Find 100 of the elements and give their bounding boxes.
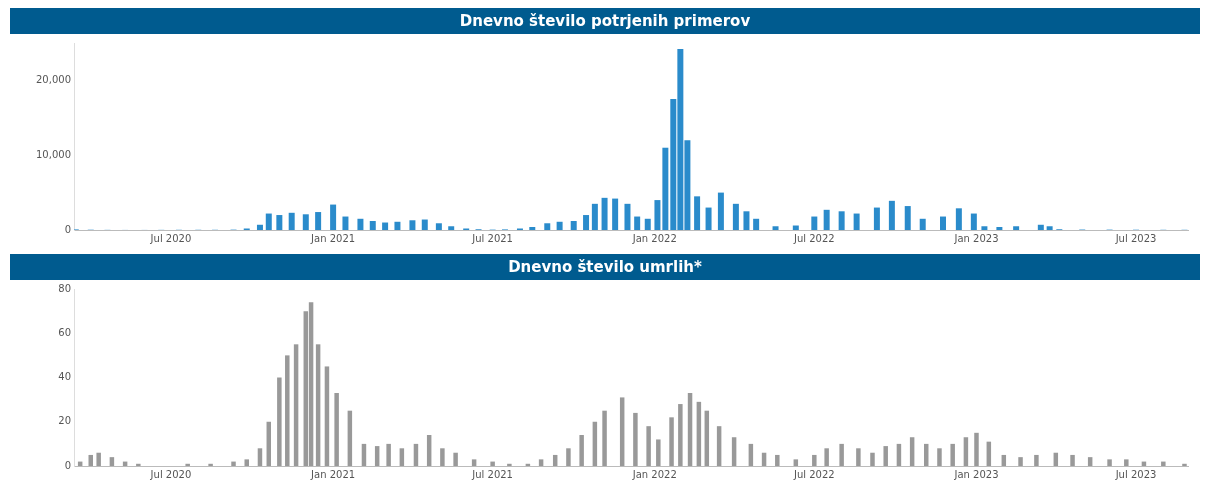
- bar: [208, 463, 213, 466]
- x-tick-label: Jul 2022: [792, 232, 835, 244]
- y-tick-label: 20,000: [36, 73, 71, 85]
- bar: [96, 452, 101, 466]
- bar: [856, 448, 861, 466]
- bar: [136, 463, 141, 466]
- bar: [772, 226, 779, 230]
- bar: [257, 448, 263, 466]
- bar: [399, 448, 405, 466]
- y-tick-label: 0: [64, 223, 71, 235]
- bar: [753, 218, 760, 230]
- bar: [824, 448, 829, 466]
- bar: [88, 454, 93, 466]
- x-tick-label: Jul 2020: [149, 232, 192, 244]
- bar: [624, 203, 631, 230]
- bar: [471, 459, 477, 466]
- y-tick-label: 40: [58, 371, 71, 383]
- bar: [1124, 459, 1129, 466]
- x-tick-label: Jan 2022: [631, 468, 677, 480]
- bar: [315, 212, 322, 230]
- bar: [811, 216, 818, 230]
- bar: [853, 213, 860, 230]
- bar: [963, 437, 969, 466]
- bar: [662, 147, 669, 230]
- y-tick-label: 20: [58, 415, 71, 427]
- x-tick-label: Jul 2021: [471, 232, 513, 244]
- bar: [302, 214, 309, 230]
- bar: [619, 397, 625, 466]
- bar: [1037, 224, 1044, 230]
- bar: [919, 218, 926, 230]
- bar: [812, 454, 817, 466]
- bar: [694, 196, 701, 230]
- x-tick-label: Jan 2021: [310, 232, 356, 244]
- x-tick-label: Jul 2022: [792, 468, 835, 480]
- bar: [612, 198, 619, 230]
- bar: [644, 218, 651, 230]
- bar: [996, 227, 1003, 230]
- bar: [507, 463, 512, 466]
- bar: [678, 404, 683, 466]
- bar: [556, 221, 563, 230]
- bar: [731, 437, 737, 466]
- bar: [357, 218, 364, 230]
- bar: [265, 213, 272, 230]
- bar: [1018, 457, 1023, 466]
- bar: [883, 446, 888, 466]
- bar: [440, 448, 445, 466]
- x-tick-label: Jan 2023: [953, 232, 999, 244]
- bar: [256, 224, 263, 230]
- bar: [277, 377, 282, 466]
- x-tick-label: Jul 2021: [471, 468, 513, 480]
- bar: [646, 426, 651, 466]
- bar: [888, 200, 895, 230]
- bar: [939, 216, 946, 230]
- y-tick-label: 60: [58, 326, 71, 338]
- bar: [909, 437, 915, 466]
- x-tick-label: Jul 2020: [149, 468, 192, 480]
- bar: [634, 216, 641, 230]
- bar: [743, 211, 750, 230]
- bar: [633, 412, 638, 466]
- bar: [970, 213, 977, 230]
- x-tick-label: Jul 2023: [1114, 468, 1157, 480]
- bar: [109, 457, 115, 466]
- bar: [654, 200, 661, 230]
- bar: [244, 459, 249, 466]
- bar: [1046, 226, 1053, 230]
- y-tick-label: 80: [58, 282, 71, 294]
- bar: [1182, 463, 1187, 466]
- x-tick-label: Jan 2023: [953, 468, 999, 480]
- bar: [490, 461, 495, 466]
- bar: [570, 221, 577, 230]
- bar: [669, 417, 674, 466]
- bar: [285, 355, 290, 466]
- bar: [793, 459, 799, 466]
- bar: [601, 197, 608, 230]
- bar: [873, 207, 880, 230]
- bar: [231, 461, 236, 466]
- bar: [1070, 454, 1075, 466]
- bar: [717, 192, 724, 230]
- bar: [1013, 226, 1020, 230]
- bar: [566, 448, 571, 466]
- x-tick-label: Jul 2023: [1114, 232, 1157, 244]
- bar: [369, 221, 376, 230]
- bar: [386, 443, 391, 466]
- bar: [394, 221, 401, 230]
- bar: [334, 392, 339, 466]
- x-tick-label: Jan 2021: [310, 468, 356, 480]
- bar: [448, 226, 455, 230]
- y-tick-label: 10,000: [36, 148, 71, 160]
- bar: [732, 203, 739, 230]
- y-tick-label: 0: [64, 459, 71, 471]
- bar: [602, 410, 607, 466]
- bar: [421, 219, 428, 230]
- bar: [435, 223, 442, 230]
- bar: [544, 223, 551, 230]
- bar: [981, 226, 988, 230]
- bar: [382, 222, 389, 230]
- bar: [342, 216, 349, 230]
- bar: [583, 215, 590, 230]
- bar: [453, 452, 458, 466]
- bar: [705, 207, 712, 230]
